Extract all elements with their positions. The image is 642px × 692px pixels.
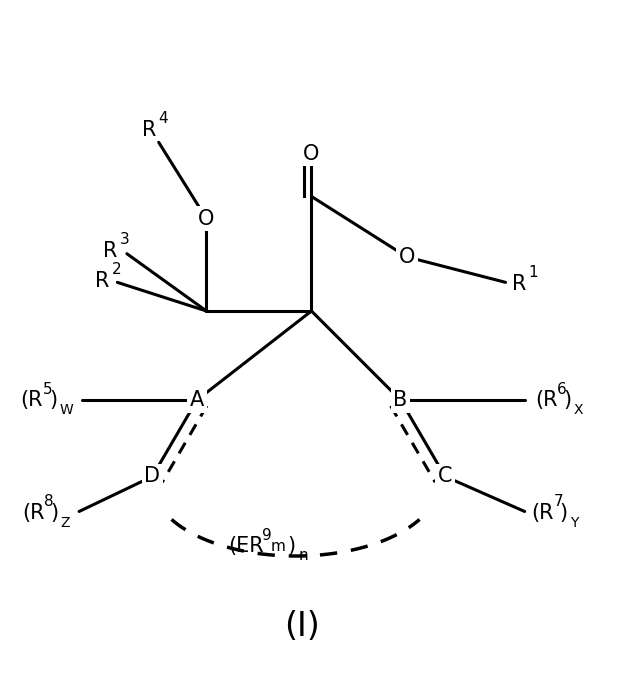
Text: (I): (I) [284,610,320,643]
Text: B: B [394,390,408,410]
Text: m: m [271,539,286,554]
Text: ): ) [564,390,571,410]
Text: R: R [103,241,117,260]
Text: O: O [198,209,214,229]
Text: 6: 6 [557,382,567,397]
Text: (R: (R [21,390,43,410]
Text: (ER: (ER [229,536,265,556]
Text: O: O [399,247,415,267]
Text: ): ) [287,536,295,556]
Text: W: W [60,403,73,417]
Text: R: R [141,120,156,140]
Text: 9: 9 [262,527,272,543]
Text: R: R [95,271,109,291]
Text: 3: 3 [120,232,130,246]
Text: (R: (R [535,390,557,410]
Text: Y: Y [570,516,578,530]
Text: 7: 7 [553,494,563,509]
Text: A: A [190,390,204,410]
Text: (R: (R [22,503,44,522]
Text: 2: 2 [112,262,121,277]
Text: ): ) [560,503,568,522]
Text: ): ) [51,503,58,522]
Text: O: O [303,144,320,164]
Text: D: D [144,466,160,486]
Text: X: X [574,403,583,417]
Text: 5: 5 [43,382,53,397]
Text: n: n [299,548,308,563]
Text: 8: 8 [44,494,54,509]
Text: 1: 1 [528,264,538,280]
Text: R: R [512,273,526,293]
Text: 4: 4 [158,111,168,126]
Text: ): ) [49,390,57,410]
Text: C: C [438,466,453,486]
Text: (R: (R [531,503,553,522]
Text: Z: Z [61,516,70,530]
